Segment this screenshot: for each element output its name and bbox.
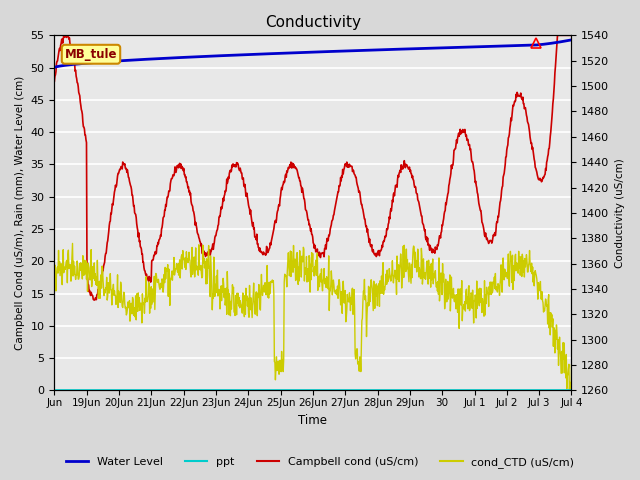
Y-axis label: Conductivity (uS/cm): Conductivity (uS/cm) (615, 158, 625, 268)
Y-axis label: Campbell Cond (uS/m), Rain (mm), Water Level (cm): Campbell Cond (uS/m), Rain (mm), Water L… (15, 76, 25, 350)
Legend: Water Level, ppt, Campbell cond (uS/cm), cond_CTD (uS/cm): Water Level, ppt, Campbell cond (uS/cm),… (61, 452, 579, 472)
Text: MB_tule: MB_tule (65, 48, 117, 61)
X-axis label: Time: Time (298, 414, 328, 427)
Title: Conductivity: Conductivity (265, 15, 361, 30)
